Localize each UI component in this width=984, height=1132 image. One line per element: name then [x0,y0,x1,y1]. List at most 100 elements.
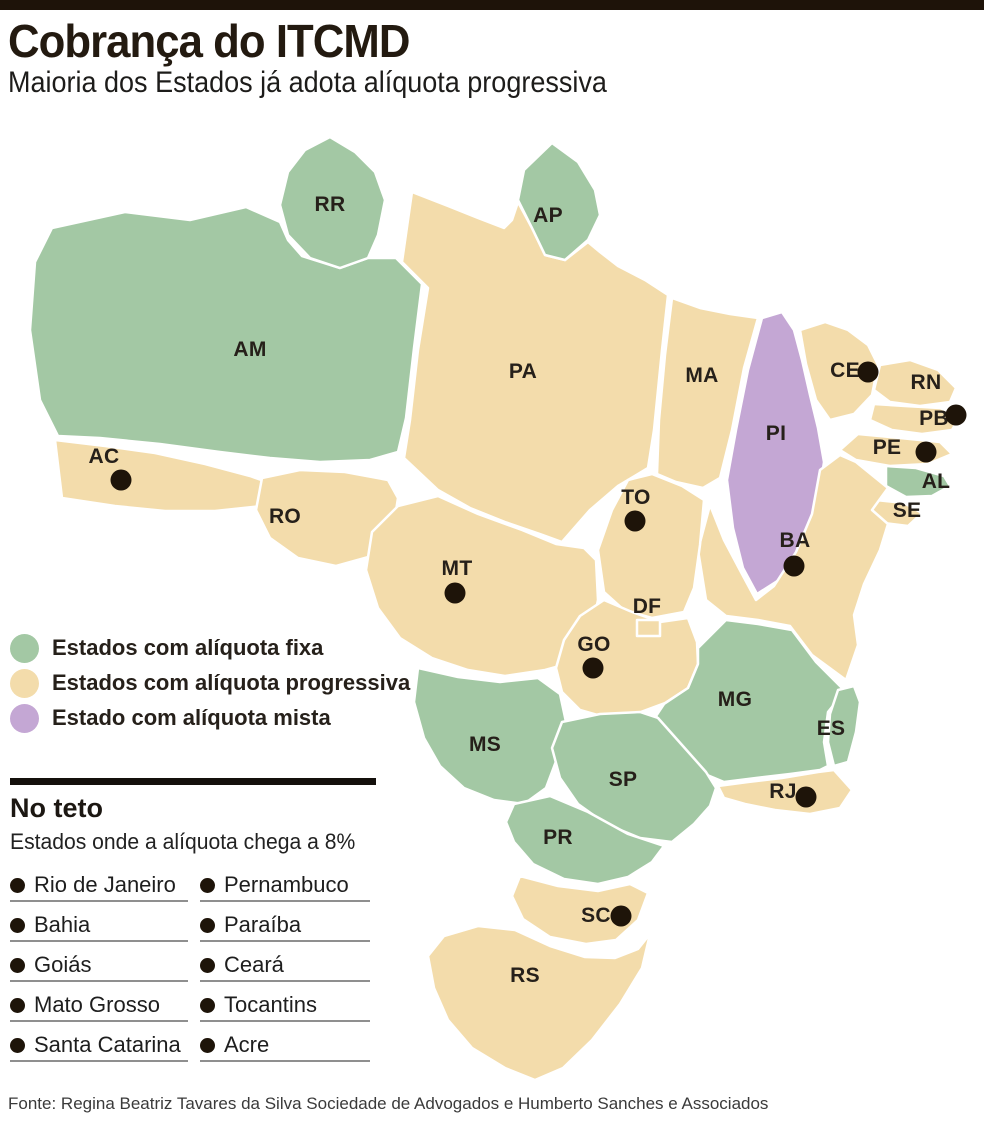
state-label-mt: MT [441,557,473,580]
state-label-pa: PA [508,360,538,383]
state-shape-rn [872,358,958,408]
bullet-icon [10,957,25,973]
no-teto-column-2: Pernambuco Paraíba Ceará Tocantins Acre [200,870,370,1070]
state-label-es: ES [816,717,846,740]
list-item-label: Tocantins [224,992,317,1017]
state-shape-rs [426,924,652,1082]
state-shape-sp [550,710,718,844]
no-teto-columns: Rio de Janeiro Bahia Goiás Mato Grosso S… [10,870,376,1070]
state-label-ba: BA [779,529,811,552]
state-label-am: AM [233,338,267,361]
legend-swatch-mista-icon [10,703,39,733]
bullet-icon [10,917,25,933]
list-item: Acre [200,1030,370,1062]
state-shape-al [884,464,952,499]
bullet-icon [200,997,215,1013]
state-dot-ac [110,469,132,491]
state-label-ce: CE [830,359,860,382]
no-teto-column-1: Rio de Janeiro Bahia Goiás Mato Grosso S… [10,870,188,1070]
state-shape-rj [716,768,854,816]
state-label-rs: RS [510,964,540,987]
list-item-label: Mato Grosso [34,992,160,1017]
state-dot-sc [610,905,632,927]
state-shape-mt [364,494,600,678]
state-label-to: TO [621,486,651,509]
state-label-rn: RN [910,371,942,394]
state-dot-ba [783,555,805,577]
state-shape-ma [655,296,760,490]
state-label-ma: MA [685,364,719,387]
bullet-icon [200,877,215,893]
list-item: Tocantins [200,990,370,1022]
no-teto-subtitle: Estados onde a alíquota chega a 8% [10,829,356,854]
state-dot-go [582,657,604,679]
state-label-ac: AC [88,445,120,468]
list-item-label: Paraíba [224,912,302,937]
legend-row-progressiva: Estados com alíquota progressiva [10,668,411,698]
state-shape-rr [278,135,387,270]
legend-label-fixa: Estados com alíquota fixa [52,635,324,660]
state-label-pb: PB [919,407,949,430]
state-shape-am [28,205,424,464]
list-item-label: Santa Catarina [34,1032,181,1057]
state-shape-es [826,684,862,768]
state-shape-pb [868,402,962,436]
legend-label-progressiva: Estados com alíquota progressiva [52,670,411,695]
state-shape-ms [412,666,568,806]
state-shape-df [635,618,662,638]
state-label-se: SE [892,499,922,522]
state-dot-pb [945,404,967,426]
state-shape-mg [654,618,844,784]
legend-swatch-fixa-icon [10,633,39,663]
state-label-ro: RO [268,505,302,528]
state-label-ap: AP [533,204,563,227]
state-dot-ce [857,361,879,383]
legend-row-mista: Estado com alíquota mista [10,703,410,733]
list-item: Mato Grosso [10,990,188,1022]
list-item: Bahia [10,910,188,942]
bullet-icon [10,997,25,1013]
state-label-sc: SC [581,904,611,927]
state-shape-sc [510,874,650,946]
state-shape-pa [400,190,670,544]
state-dot-pe [915,441,937,463]
list-item-label: Ceará [224,952,284,977]
state-label-pe: PE [872,436,902,459]
state-label-df: DF [632,595,662,618]
list-item: Pernambuco [200,870,370,902]
state-dot-to [624,510,646,532]
state-label-mg: MG [717,688,753,711]
state-dot-mt [444,582,466,604]
legend-swatch-progressiva-icon [10,668,39,698]
state-shape-pr [504,794,666,886]
state-label-go: GO [577,633,611,656]
list-item-label: Rio de Janeiro [34,872,176,897]
state-dot-rj [795,786,817,808]
state-label-rj: RJ [769,780,797,803]
bullet-icon [200,917,215,933]
no-teto-section: No teto Estados onde a alíquota chega a … [10,778,376,1070]
source-credit: Fonte: Regina Beatriz Tavares da Silva S… [8,1094,769,1113]
top-rule [0,0,984,10]
bullet-icon [10,877,25,893]
list-item: Ceará [200,950,370,982]
state-shape-ce [798,320,880,422]
page-subtitle: Maioria dos Estados já adota alíquota pr… [8,66,607,99]
bullet-icon [10,1037,25,1053]
list-item-label: Pernambuco [224,872,349,897]
list-item-label: Goiás [34,952,92,977]
legend: Estados com alíquota fixa Estados com al… [10,633,411,739]
state-label-al: AL [921,470,951,493]
legend-label-mista: Estado com alíquota mista [52,705,331,730]
state-label-pi: PI [765,422,787,445]
list-item: Santa Catarina [10,1030,188,1062]
state-label-sp: SP [608,768,638,791]
state-shape-go [554,598,700,720]
list-item: Paraíba [200,910,370,942]
list-item: Rio de Janeiro [10,870,188,902]
legend-row-fixa: Estados com alíquota fixa [10,633,410,663]
page-title: Cobrança do ITCMD [8,15,410,67]
list-item: Goiás [10,950,188,982]
